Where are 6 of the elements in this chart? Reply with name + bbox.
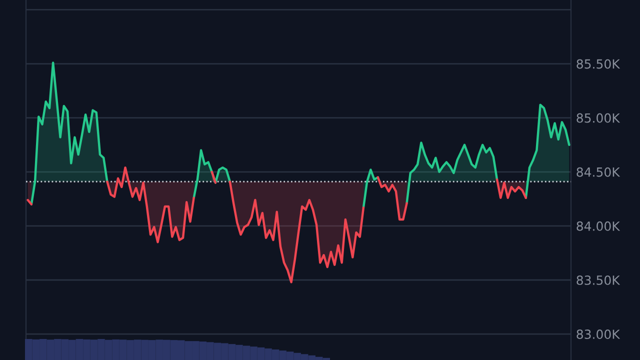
y-tick-label: 83.00K <box>576 330 620 339</box>
y-tick-label: 83.50K <box>576 275 620 285</box>
y-tick-label: 84.00K <box>576 221 620 231</box>
y-tick-label: 85.50K <box>576 59 620 69</box>
y-tick-label: 84.50K <box>576 167 620 177</box>
y-tick-label: 85.00K <box>576 113 620 123</box>
